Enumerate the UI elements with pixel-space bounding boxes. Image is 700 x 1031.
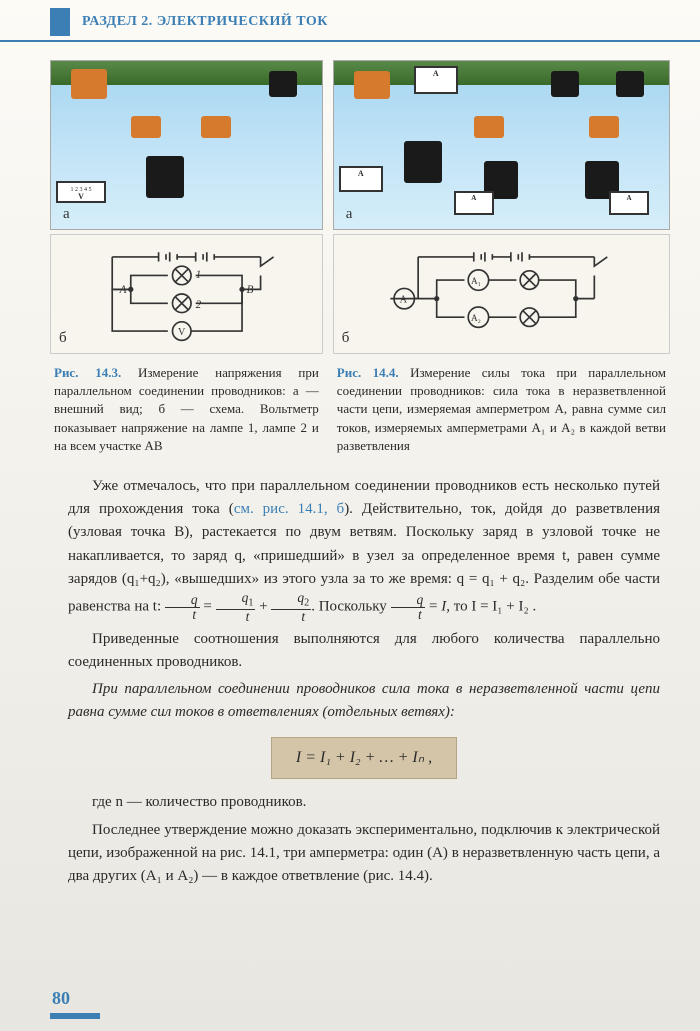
paragraph-3-rule: При параллельном соединении проводников … [68, 678, 660, 725]
caption-bold: Рис. 14.4. [337, 365, 399, 380]
meter-device-icon [146, 156, 184, 198]
photo-14-4: A A A A а [333, 60, 670, 230]
device-icon [616, 71, 644, 97]
schematic-14-4: А А₁ А₂ [333, 234, 670, 354]
circuit-diagram-icon: 1 2 A B V [59, 243, 314, 345]
device-icon [71, 69, 107, 99]
photo-14-3: 1 2 3 4 5V а [50, 60, 323, 230]
svg-text:А₁: А₁ [471, 277, 481, 287]
svg-text:V: V [178, 327, 186, 338]
svg-text:А₂: А₂ [471, 314, 481, 324]
figure-14-3: 1 2 3 4 5V а 1 [50, 60, 323, 455]
device-icon [474, 116, 504, 138]
schematic-label-b: б [342, 330, 350, 347]
header-bar: РАЗДЕЛ 2. ЭЛЕКТРИЧЕСКИЙ ТОК [0, 0, 700, 42]
figure-14-4: A A A A а [333, 60, 670, 455]
caption-bold: Рис. 14.3. [54, 365, 121, 380]
text: . Поскольку [311, 599, 390, 615]
ammeter-icon: A [454, 191, 494, 215]
figures-row: 1 2 3 4 5V а 1 [0, 42, 700, 455]
section-title: РАЗДЕЛ 2. ЭЛЕКТРИЧЕСКИЙ ТОК [82, 14, 328, 30]
svg-text:B: B [247, 284, 254, 296]
page-number: 80 [52, 988, 70, 1009]
svg-text:2: 2 [196, 299, 202, 311]
device-icon [201, 116, 231, 138]
fraction: qt [391, 593, 426, 621]
fraction: qt [165, 593, 200, 621]
paragraph-5: Последнее утверждение можно доказать экс… [68, 819, 660, 889]
device-icon [354, 71, 390, 99]
ammeter-icon: A [414, 66, 458, 94]
paragraph-2: Приведенные соотношения выполняются для … [68, 628, 660, 675]
ammeter-icon: A [339, 166, 383, 192]
formula-box: I = I₁ + I₂ + … + Iₙ , [271, 737, 457, 780]
caption-14-4: Рис. 14.4. Измерение силы тока при парал… [333, 354, 670, 455]
header-tab [50, 8, 70, 36]
figure-reference: см. рис. 14.1, б [234, 501, 344, 517]
caption-14-3: Рис. 14.3. Измерение напряжения при пара… [50, 354, 323, 455]
text: ). Действительно, ток, дойдя до разветвл… [68, 501, 660, 615]
photo-label-a: а [346, 206, 353, 223]
schematic-label-b: б [59, 330, 67, 347]
paragraph-1: Уже отмечалось, что при параллельном сое… [68, 475, 660, 624]
text: где n — количество проводников. [92, 794, 306, 810]
device-icon [589, 116, 619, 138]
photo-label-a: а [63, 206, 70, 223]
ammeter-icon: A [609, 191, 649, 215]
device-icon [551, 71, 579, 97]
meter-device-icon [404, 141, 442, 183]
page-number-bar [50, 1013, 100, 1019]
fraction: q2t [271, 591, 311, 623]
fraction: q1t [216, 591, 256, 623]
text: , то I = I₁ + I₂ . [446, 599, 536, 615]
schematic-14-3: 1 2 A B V б [50, 234, 323, 354]
voltmeter-icon: 1 2 3 4 5V [56, 181, 106, 203]
circuit-diagram-icon: А А₁ А₂ [342, 243, 661, 345]
page: РАЗДЕЛ 2. ЭЛЕКТРИЧЕСКИЙ ТОК 1 2 3 4 5V а [0, 0, 700, 1031]
svg-text:А: А [399, 294, 407, 305]
device-icon [269, 71, 297, 97]
body-text: Уже отмечалось, что при параллельном сое… [0, 455, 700, 888]
device-icon [131, 116, 161, 138]
paragraph-4: где n — количество проводников. [68, 791, 660, 814]
